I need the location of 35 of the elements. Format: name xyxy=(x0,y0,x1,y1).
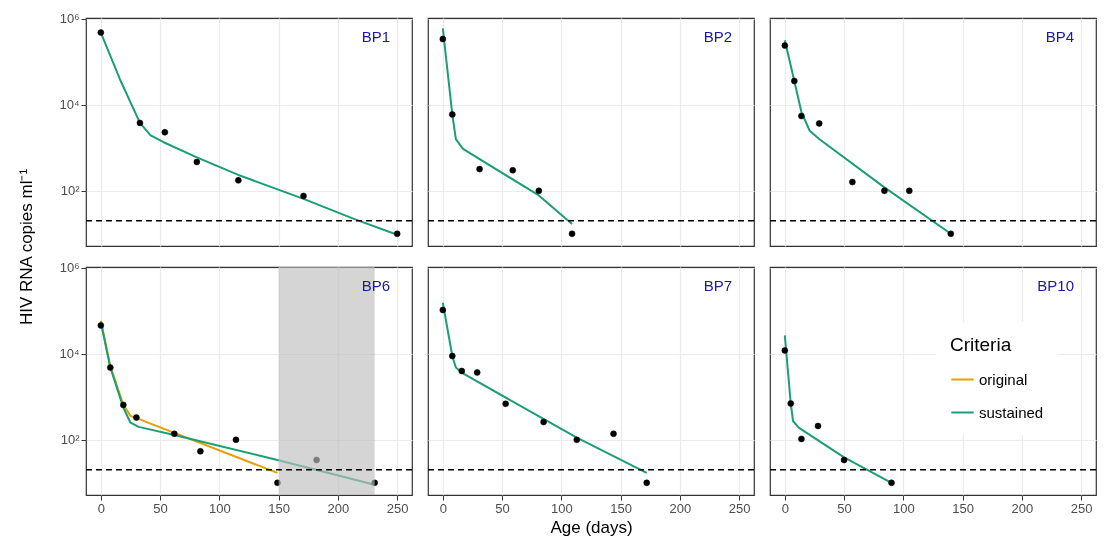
x-tick-label: 200 xyxy=(669,500,692,516)
x-tick-label: 100 xyxy=(209,500,231,516)
x-tick-label: 0 xyxy=(97,500,105,516)
x-tick-label: 250 xyxy=(728,500,751,516)
x-tick-label: 200 xyxy=(1011,500,1034,516)
legend-title: Criteria xyxy=(950,334,1012,355)
legend-label: sustained xyxy=(979,403,1044,421)
x-tick-label: 50 xyxy=(153,500,168,516)
x-tick-label: 100 xyxy=(551,500,573,516)
x-tick-label: 0 xyxy=(781,500,789,516)
x-tick-label: 150 xyxy=(268,500,290,516)
y-tick-label: 10² xyxy=(60,432,81,448)
y-tick-label: 10⁶ xyxy=(59,260,80,276)
x-tick-label: 200 xyxy=(327,500,350,516)
legend-label: original xyxy=(979,370,1028,388)
annotation: BP4 xyxy=(1045,28,1074,45)
x-tick-label: 150 xyxy=(952,500,974,516)
y-tick-label: 10⁴ xyxy=(59,97,80,113)
annotation: BP7 xyxy=(703,277,732,294)
y-tick-label: 10² xyxy=(60,183,81,199)
x-tick-label: 100 xyxy=(893,500,915,516)
x-tick-label: 0 xyxy=(439,500,447,516)
x-tick-label: 250 xyxy=(1070,500,1093,516)
annotation: BP2 xyxy=(703,28,732,45)
y-tick-label: 10⁴ xyxy=(59,346,80,362)
x-tick-label: 150 xyxy=(610,500,632,516)
annotation: BP1 xyxy=(361,28,390,45)
x-tick-label: 250 xyxy=(386,500,409,516)
y-tick-label: 10⁶ xyxy=(59,11,80,27)
x-axis-title: Age (days) xyxy=(550,517,633,537)
x-tick-label: 50 xyxy=(495,500,510,516)
y-axis-title: HIV RNA copies ml⁻¹ xyxy=(16,168,37,326)
annotation: BP10 xyxy=(1037,277,1074,294)
x-tick-label: 50 xyxy=(837,500,852,516)
annotation: BP6 xyxy=(361,277,390,294)
